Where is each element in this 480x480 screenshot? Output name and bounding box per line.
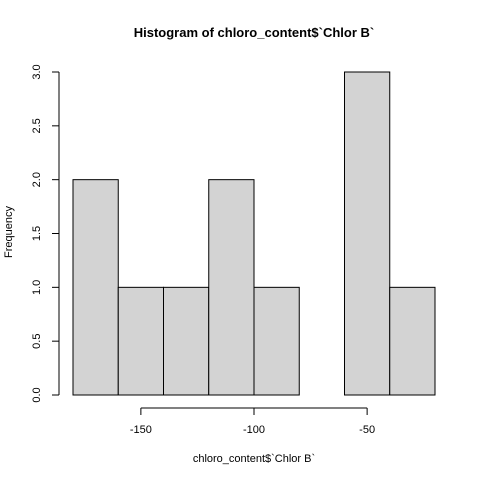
histogram-bar — [163, 286, 210, 396]
y-tick-label: 2.0 — [31, 172, 43, 187]
y-tick-label: 0.5 — [31, 334, 43, 349]
histogram-bar — [72, 179, 119, 396]
chart-title: Histogram of chloro_content$`Chlor B` — [134, 25, 375, 40]
histogram-bar — [208, 179, 255, 396]
x-axis-label: chloro_content$`Chlor B` — [193, 453, 315, 465]
y-tick-label: 2.5 — [31, 118, 43, 133]
y-axis: 0.0 0.5 1.0 1.5 2.0 2.5 3.0 — [31, 64, 60, 403]
histogram-bar — [117, 286, 164, 396]
histogram-bar — [253, 286, 300, 396]
y-tick-label: 3.0 — [31, 64, 43, 79]
histogram-bars — [72, 71, 436, 396]
y-axis-label: Frequency — [3, 206, 15, 258]
x-axis: -150 -100 -50 — [130, 407, 375, 436]
x-tick-label: -150 — [130, 424, 152, 436]
histogram-bar — [344, 71, 391, 396]
y-tick-label: 1.5 — [31, 226, 43, 241]
x-tick-label: -100 — [243, 424, 265, 436]
y-tick-label: 0.0 — [31, 387, 43, 402]
y-tick-label: 1.0 — [31, 280, 43, 295]
histogram-bar — [389, 286, 436, 396]
x-tick-label: -50 — [359, 424, 375, 436]
